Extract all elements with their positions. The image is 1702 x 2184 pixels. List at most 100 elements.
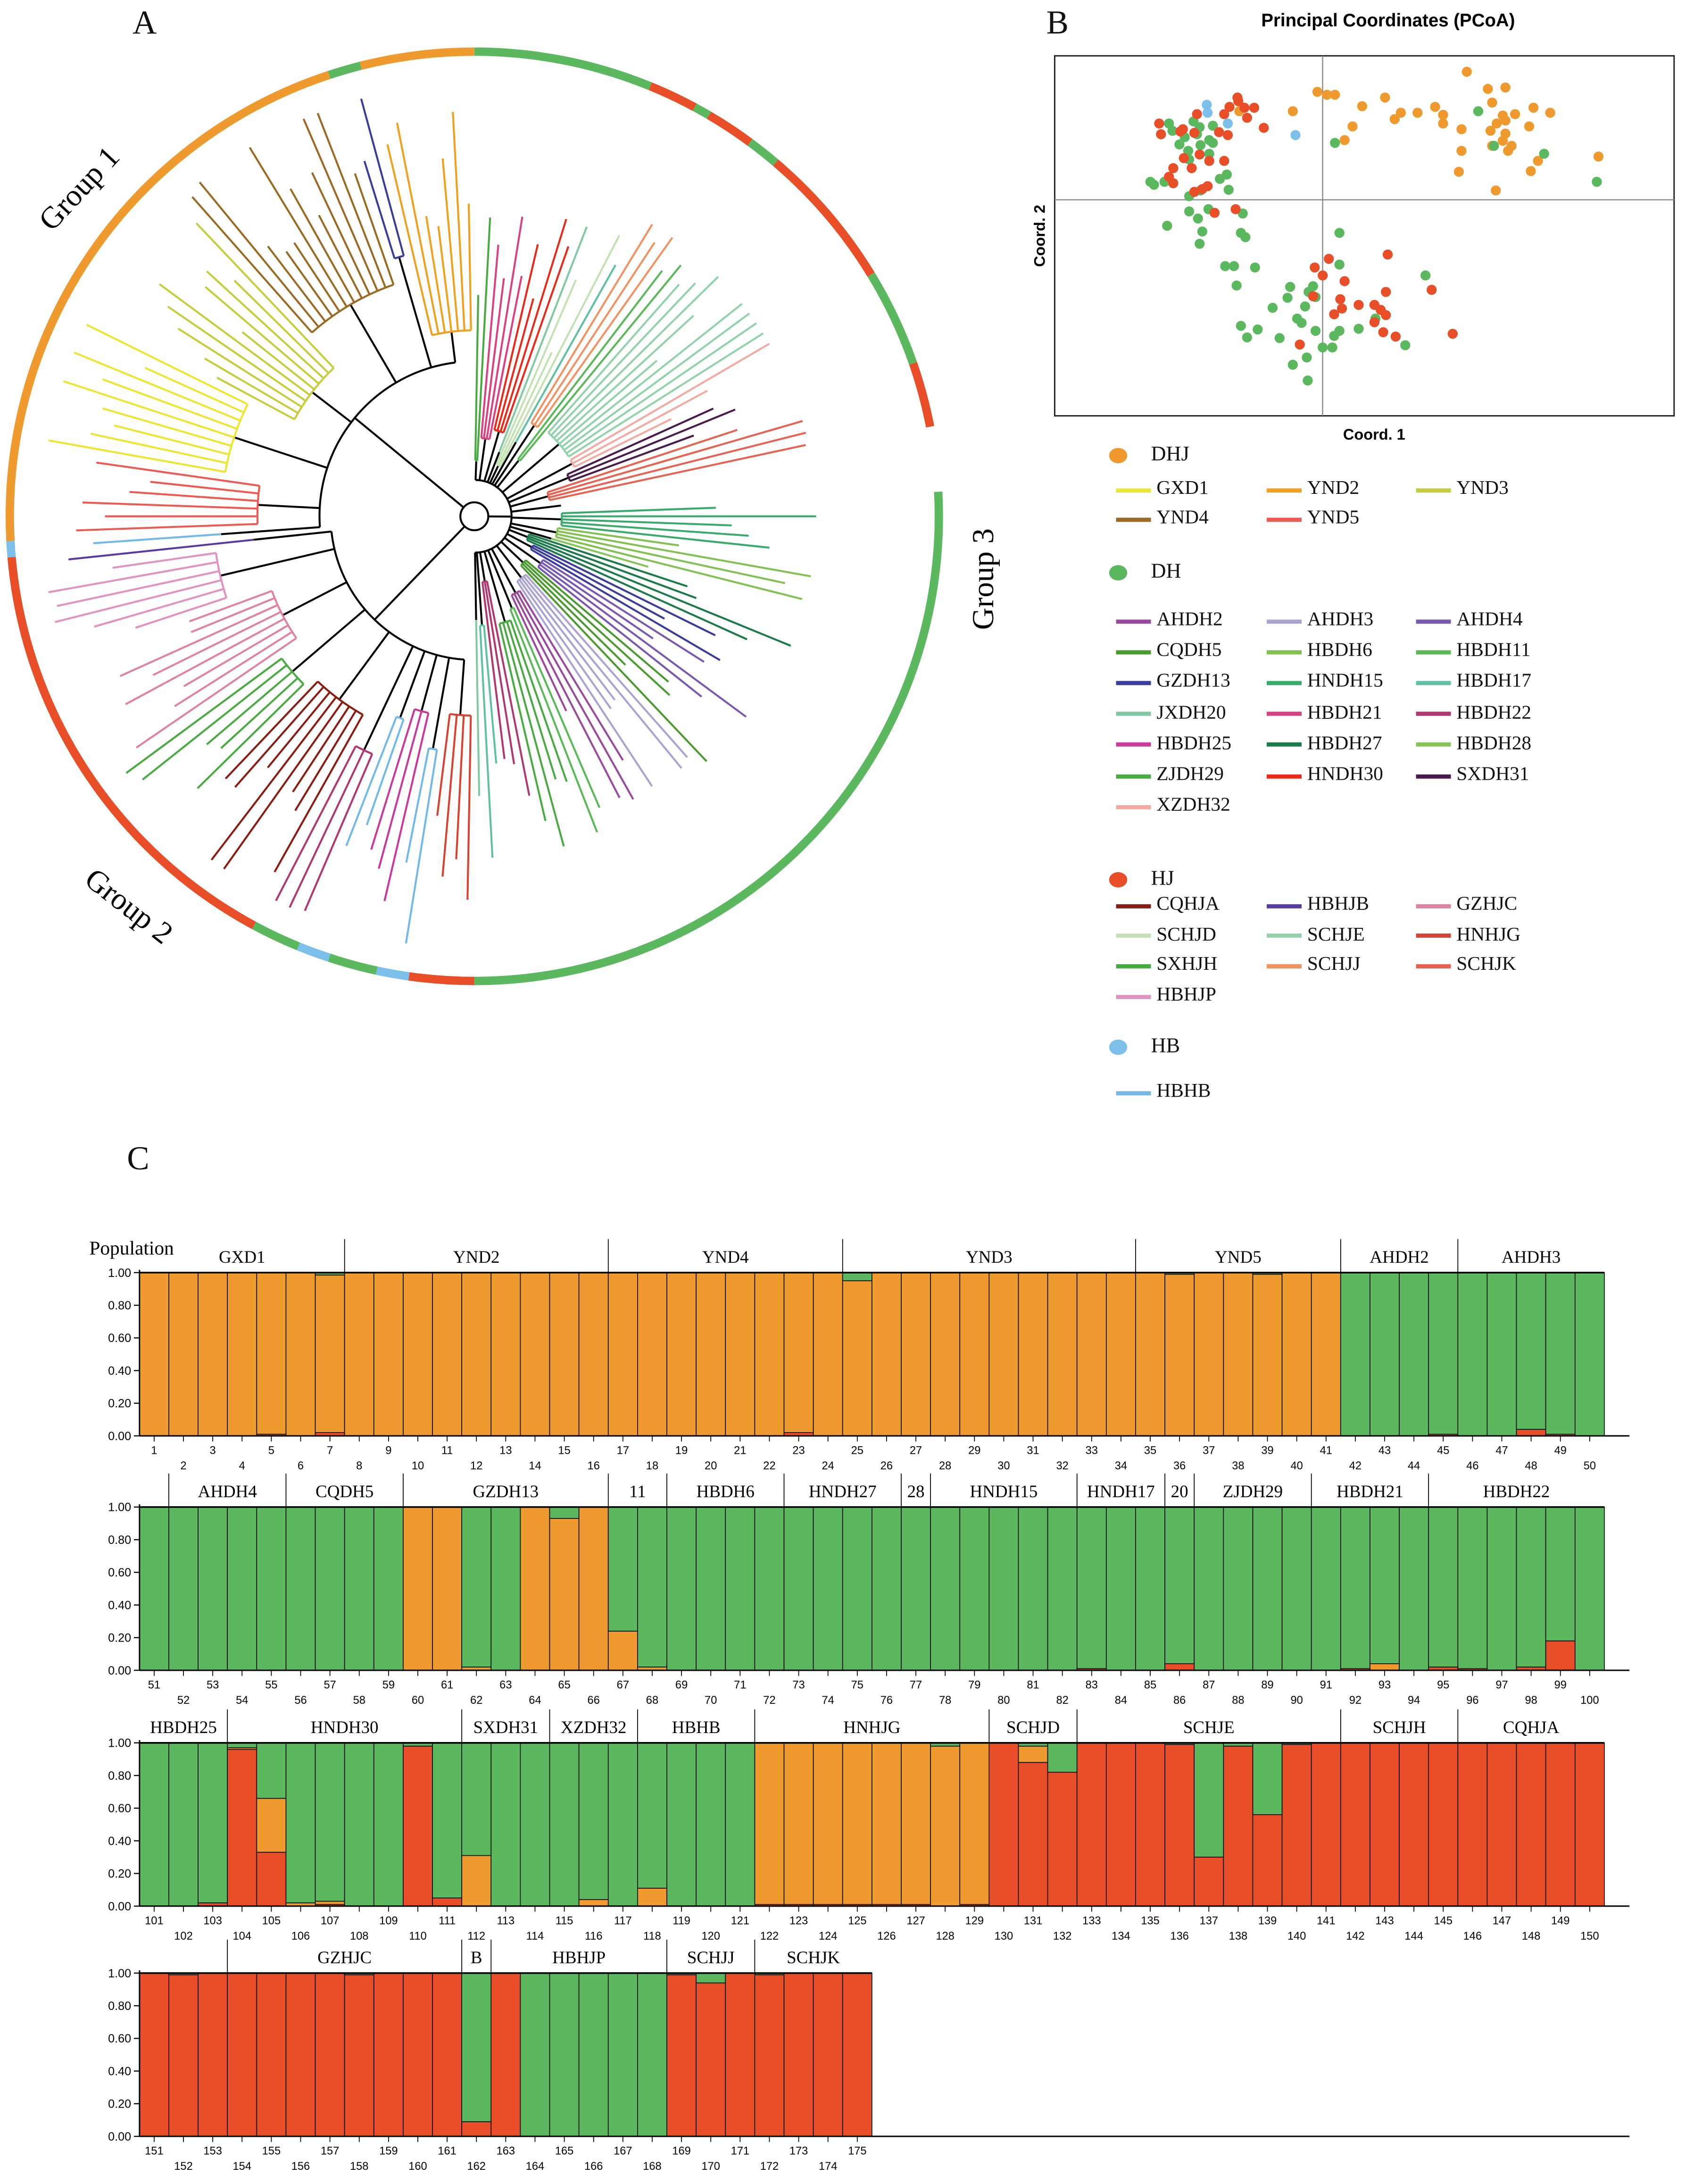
structure-bar-DH: [1194, 1743, 1223, 1857]
structure-bar-HJ: [1165, 1664, 1194, 1670]
structure-bar-DH: [1399, 1273, 1428, 1436]
individual-label: 19: [675, 1444, 688, 1457]
y-tick-label: 0.20: [108, 1632, 131, 1645]
structure-bar-DHJ: [1048, 1273, 1077, 1436]
structure-bar-DHJ: [403, 1273, 432, 1436]
individual-label: 126: [877, 1930, 896, 1942]
tree-clade-arc: [548, 492, 549, 500]
legend-item-label: HBDH22: [1456, 703, 1531, 725]
individual-label: 77: [910, 1679, 922, 1691]
tree-clade-arc: [482, 438, 490, 439]
legend-line-icon: [1416, 774, 1451, 778]
structure-bar-HJ: [169, 1975, 198, 2136]
individual-label: 161: [438, 2145, 456, 2157]
individual-label: 90: [1290, 1694, 1303, 1707]
individual-label: 157: [321, 2145, 339, 2157]
structure-bar-DH: [1517, 1273, 1546, 1429]
legend-line-icon: [1267, 517, 1302, 521]
legend-line-icon: [1416, 619, 1451, 623]
tree-backbone-branch: [400, 651, 424, 718]
tree-leaf-YND4: [319, 215, 362, 298]
individual-label: 78: [939, 1694, 951, 1707]
structure-bar-DHJ: [462, 1273, 491, 1436]
structure-bar-DHJ: [579, 1273, 608, 1436]
individual-label: 70: [705, 1694, 717, 1707]
pcoa-point-DH: [1224, 185, 1234, 195]
tree-backbone-branch: [221, 527, 320, 534]
tree-leaf-HBDH25: [379, 711, 422, 869]
population-label: XZDH32: [561, 1717, 627, 1737]
structure-bar-DHJ: [257, 1273, 286, 1434]
legend-item-YND2: YND2: [1267, 479, 1359, 501]
individual-label: 117: [614, 1915, 632, 1927]
pcoa-point-DHJ: [1510, 109, 1520, 119]
structure-bar-DH: [1517, 1507, 1546, 1667]
structure-bar-DH: [462, 1973, 491, 2122]
legend-item-label: GZHJC: [1456, 894, 1517, 917]
legend-item-CQDH5: CQDH5: [1116, 641, 1222, 663]
tree-root: [460, 502, 488, 530]
tree-backbone-branch: [510, 506, 561, 512]
pcoa-point-DH: [1300, 301, 1310, 311]
legend-line-icon: [1116, 650, 1151, 654]
pcoa-point-HJ: [1249, 103, 1259, 113]
panel-b-label: B: [1046, 6, 1069, 43]
individual-label: 41: [1320, 1444, 1332, 1457]
tree-leaf-YND2: [397, 123, 439, 333]
pcoa-point-HJ: [1310, 262, 1320, 272]
legend-item-label: GZDH13: [1156, 672, 1230, 694]
individual-label: 74: [822, 1694, 834, 1707]
individual-label: 26: [880, 1460, 893, 1472]
individual-label: 9: [385, 1444, 391, 1457]
population-label: SXDH31: [473, 1717, 539, 1737]
individual-label: 114: [526, 1930, 544, 1942]
pcoa-point-DHJ: [1501, 83, 1511, 92]
tree-ring-segment: [10, 541, 11, 558]
population-label: 20: [1171, 1482, 1188, 1501]
tree-backbone-branch: [511, 517, 562, 519]
tree-ring-segment: [329, 958, 377, 971]
y-tick-label: 0.00: [108, 1430, 131, 1443]
individual-label: 53: [207, 1679, 219, 1691]
pcoa-point-HJ: [1324, 254, 1334, 264]
structure-bar-DHJ: [1370, 1664, 1399, 1670]
pcoa-point-HJ: [1154, 118, 1164, 128]
individual-label: 151: [145, 2145, 163, 2157]
individual-label: 72: [763, 1694, 775, 1707]
structure-bar-DHJ: [960, 1273, 989, 1436]
population-label: HNDH27: [809, 1482, 877, 1501]
individual-label: 147: [1493, 1915, 1511, 1927]
individual-label: 51: [148, 1679, 160, 1691]
pcoa-point-HJ: [1318, 270, 1328, 280]
structure-bar-DH: [755, 1507, 784, 1670]
structure-row: 1511521531541551561571581591601611621631…: [108, 1940, 1629, 2173]
legend-item-label: HBDH17: [1456, 672, 1531, 694]
legend-item-label: HBHJB: [1307, 894, 1369, 917]
structure-bar-HJ: [374, 1973, 403, 2136]
individual-label: 64: [529, 1694, 541, 1707]
individual-label: 123: [789, 1915, 808, 1927]
panel-a-label: A: [133, 6, 157, 43]
structure-bar-DH: [432, 1743, 462, 1898]
tree-leaf-YND4: [294, 243, 340, 312]
individual-label: 173: [789, 2145, 808, 2157]
legend-item-HBDH28: HBDH28: [1416, 734, 1532, 756]
individual-label: 28: [939, 1460, 951, 1472]
individual-label: 11: [441, 1444, 453, 1457]
legend-item-label: SCHJE: [1307, 925, 1365, 947]
population-label: B: [471, 1948, 482, 1967]
structure-bar-DHJ: [814, 1743, 843, 1905]
individual-label: 12: [470, 1460, 482, 1472]
pcoa-point-DHJ: [1545, 108, 1555, 117]
individual-label: 137: [1200, 1915, 1218, 1927]
pcoa-point-DH: [1285, 282, 1295, 292]
structure-bar-DH: [198, 1507, 227, 1670]
legend-line-icon: [1116, 994, 1151, 999]
tree-leaf-YND3: [234, 281, 329, 373]
y-tick-label: 0.00: [108, 1900, 131, 1913]
tree-ring-segment: [329, 66, 361, 75]
individual-label: 31: [1027, 1444, 1039, 1457]
structure-bar-DH: [1341, 1273, 1370, 1436]
legend-group-name: HJ: [1151, 868, 1174, 892]
individual-label: 116: [585, 1930, 603, 1942]
